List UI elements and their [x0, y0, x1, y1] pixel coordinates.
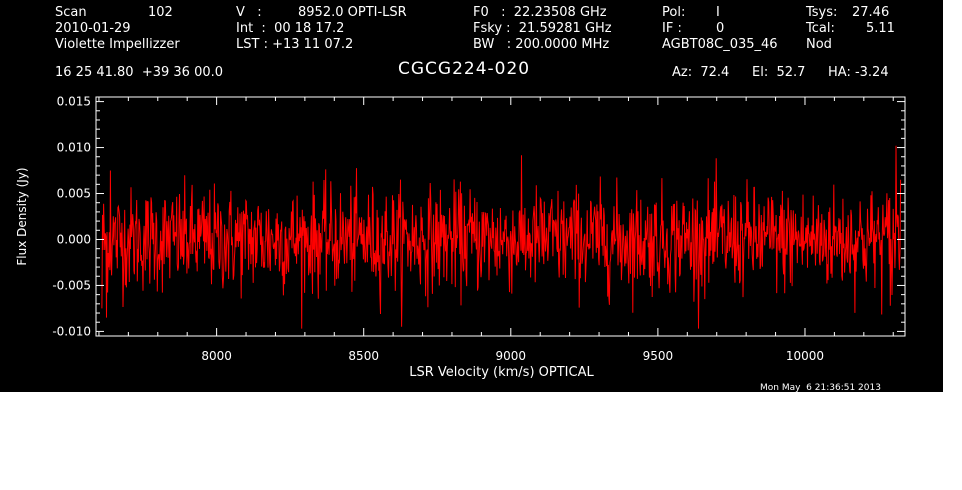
x-tick-label: 8000: [201, 349, 232, 363]
y-tick-label: 0.005: [57, 187, 91, 201]
x-tick-label: 9500: [643, 349, 674, 363]
elevation: El: 52.7: [752, 65, 806, 80]
if-label: IF :: [662, 21, 682, 36]
y-tick-label: 0.000: [57, 232, 91, 246]
plot-frame: [95, 96, 906, 337]
tcal-label: Tcal:: [806, 21, 835, 36]
bandwidth: BW : 200.0000 MHz: [473, 37, 610, 52]
tsys-value: 27.46: [852, 5, 890, 20]
lst: LST : +13 11 07.2: [236, 37, 354, 52]
x-tick-label: 8500: [348, 349, 379, 363]
y-tick-label: -0.010: [52, 324, 91, 338]
source-name: CGCG224-020: [398, 59, 531, 79]
y-tick-label: -0.005: [52, 278, 91, 292]
observer-name: Violette Impellizzer: [55, 37, 180, 52]
plot-timestamp: Mon May 6 21:36:51 2013: [760, 383, 881, 393]
rest-frequency: F0 : 22.23508 GHz: [473, 5, 607, 20]
integration-time: Int : 00 18 17.2: [236, 21, 345, 36]
sky-frequency: Fsky : 21.59281 GHz: [473, 21, 612, 36]
spectrum-trace: [101, 145, 902, 329]
coordinates: 16 25 41.80 +39 36 00.0: [55, 65, 224, 80]
x-axis-label: LSR Velocity (km/s) OPTICAL: [409, 365, 594, 380]
polarization-label: Pol:: [662, 5, 686, 20]
tcal-value: 5.11: [866, 21, 895, 36]
spectrum-panel: Scan 102 2010-01-29 Violette Impellizzer…: [0, 0, 943, 393]
azimuth: Az: 72.4: [672, 65, 730, 80]
project-id: AGBT08C_035_46: [662, 37, 778, 52]
scan-number: 102: [148, 5, 173, 20]
y-tick-label: 0.010: [57, 141, 91, 155]
velocity-value: 8952.0 OPTI-LSR: [298, 5, 407, 20]
spectrum-plot: 8000 8500 9000 9500 10000 -0.010 -0.005 0.000 0.…: [15, 95, 906, 380]
tsys-label: Tsys:: [806, 5, 838, 20]
x-tick-label: 9000: [496, 349, 527, 363]
x-tick-label: 10000: [786, 349, 824, 363]
scan-label: Scan: [55, 5, 87, 20]
y-axis-label: Flux Density (Jy): [15, 167, 29, 265]
observation-date: 2010-01-29: [55, 21, 131, 36]
polarization-value: I: [716, 5, 720, 20]
velocity-label: V :: [236, 5, 262, 20]
hour-angle: HA: -3.24: [828, 65, 889, 80]
if-value: 0: [716, 21, 725, 36]
y-tick-label: 0.015: [57, 95, 91, 109]
procedure: Nod: [806, 37, 832, 52]
